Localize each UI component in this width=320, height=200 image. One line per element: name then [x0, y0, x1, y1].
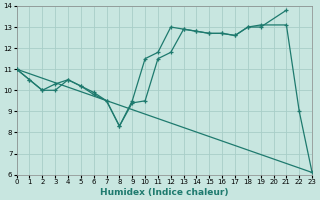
X-axis label: Humidex (Indice chaleur): Humidex (Indice chaleur) [100, 188, 228, 197]
